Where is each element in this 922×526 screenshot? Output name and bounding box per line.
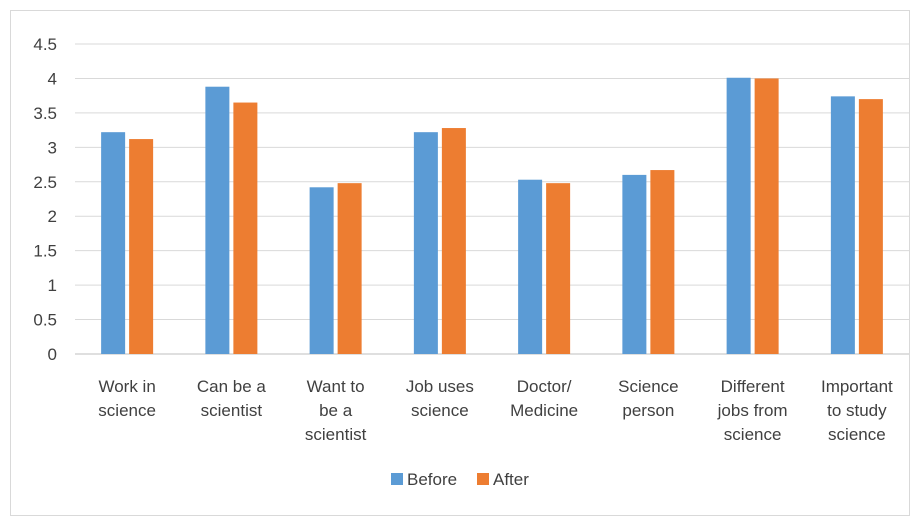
bar-after	[337, 183, 362, 354]
bar-after	[858, 99, 883, 354]
category-label: Important to study science	[821, 377, 893, 444]
chart-frame: 0 0.5 1 1.5 2 2.5 3 3.5 4 4.5 Work in science Can be…	[10, 10, 910, 516]
bar-before	[622, 174, 647, 354]
y-tick-label: 2	[48, 207, 57, 226]
bar-before	[413, 132, 438, 354]
bar-before	[830, 96, 855, 354]
y-tick-label: 4	[48, 69, 57, 88]
bar-after	[546, 183, 571, 354]
y-tick-label: 1.5	[33, 242, 57, 261]
category-label: Work in science	[98, 377, 156, 420]
category-label: Doctor/Medicine	[510, 377, 578, 420]
category-label: Different jobs from science	[717, 377, 788, 444]
legend-label-before: Before	[407, 470, 457, 489]
bar-before	[205, 86, 230, 354]
y-tick-label: 0	[48, 345, 57, 364]
y-tick-label: 0.5	[33, 311, 57, 330]
bar-after	[129, 139, 154, 354]
category-label: Science person	[618, 377, 678, 420]
bar-after	[754, 78, 779, 354]
bar-before	[518, 179, 543, 354]
category-label: Want to be a scientist	[305, 377, 367, 444]
bar-after	[650, 170, 675, 354]
legend-swatch-before	[391, 473, 403, 485]
bar-before	[101, 132, 126, 354]
legend-swatch-after	[477, 473, 489, 485]
y-tick-label: 3	[48, 138, 57, 157]
bar-after	[233, 102, 258, 354]
y-tick-label: 1	[48, 276, 57, 295]
category-label: Can be a scientist	[197, 377, 267, 420]
bar-after	[441, 128, 466, 354]
bar-chart: 0 0.5 1 1.5 2 2.5 3 3.5 4 4.5 Work in science Can be…	[33, 35, 909, 489]
y-tick-label: 4.5	[33, 35, 57, 54]
y-tick-label: 3.5	[33, 104, 57, 123]
bar-before	[726, 77, 751, 354]
y-tick-label: 2.5	[33, 173, 57, 192]
legend-label-after: After	[493, 470, 529, 489]
category-label: Job uses science	[406, 377, 474, 420]
bar-before	[309, 187, 334, 354]
